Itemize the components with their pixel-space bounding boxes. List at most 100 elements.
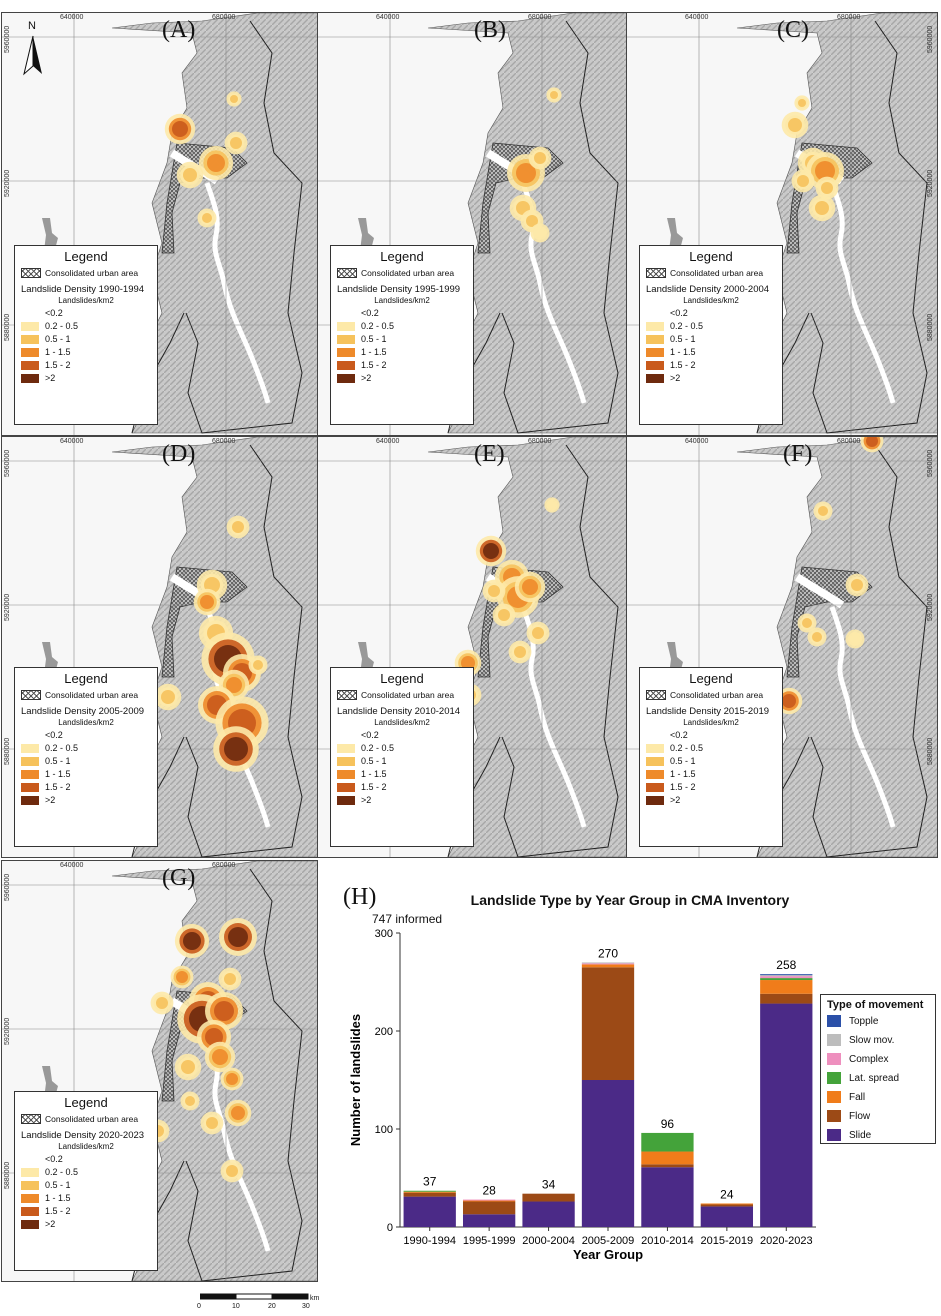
northing-label: 5960000 — [4, 449, 11, 477]
density-class-row: <0.2 — [337, 730, 473, 740]
density-hotspot — [461, 656, 475, 670]
density-swatch — [21, 1154, 39, 1164]
easting-label: 640000 — [60, 862, 84, 869]
bar-segment-fall — [403, 1191, 456, 1193]
northing-label: 5960000 — [4, 25, 11, 53]
density-hotspot — [798, 99, 806, 107]
easting-label: 680000 — [837, 14, 861, 21]
y-tick-label: 200 — [375, 1026, 393, 1038]
density-class-label: 0.2 - 0.5 — [670, 743, 704, 753]
legend-title: Legend — [689, 671, 733, 686]
density-title: Landslide Density 2015-2019 — [646, 706, 770, 717]
bar-segment-flow — [403, 1192, 456, 1197]
bar-segment-slide — [403, 1196, 456, 1227]
density-class-label: <0.2 — [670, 308, 688, 318]
scale-bar: 0 10 20 30 km — [196, 1292, 326, 1316]
northing-label: 5880000 — [927, 313, 934, 341]
density-class-label: 1.5 - 2 — [361, 782, 387, 792]
density-class-row: 0.2 - 0.5 — [646, 743, 782, 753]
density-title: Landslide Density 1990-1994 — [21, 284, 145, 295]
density-class-label: 0.5 - 1 — [361, 756, 387, 766]
density-hotspot — [522, 579, 538, 595]
chart-legend-row: Fall — [827, 1091, 935, 1103]
density-swatch — [337, 321, 355, 331]
legend-swatch — [827, 1015, 841, 1027]
chart-legend-row: Complex — [827, 1053, 935, 1065]
density-hotspot — [483, 543, 499, 559]
map-legend: Legend Consolidated urban area Landslide D… — [14, 1091, 158, 1271]
northing-label: 5880000 — [4, 1161, 11, 1189]
legend-urban-row: Consolidated urban area — [337, 268, 473, 278]
density-swatch — [21, 769, 39, 779]
density-hotspot — [214, 1001, 234, 1021]
density-swatch — [21, 1167, 39, 1177]
density-class-row: >2 — [646, 373, 782, 383]
density-unit: Landslides/km2 — [683, 718, 739, 727]
stacked-bar-chart: 0 100 200 300 1990-1994 37 1995-1999 28 2000-200… — [348, 928, 816, 1262]
density-hotspot — [818, 506, 828, 516]
density-hotspot — [202, 213, 212, 223]
density-swatch — [21, 730, 39, 740]
density-class-label: <0.2 — [361, 730, 379, 740]
bar-segment-slow-mov- — [760, 975, 813, 977]
bar-segment-fall — [700, 1203, 754, 1205]
density-class-row: 0.2 - 0.5 — [21, 321, 157, 331]
legend-label: Slow mov. — [849, 1034, 895, 1046]
northing-label: 5920000 — [4, 1017, 11, 1045]
scale-tick-0: 0 — [197, 1303, 201, 1310]
density-swatch — [21, 743, 39, 753]
density-swatch — [21, 360, 39, 370]
map-panel: (A) 640000 680000 5960000 5920000 5880000 Lege… — [1, 12, 318, 436]
density-class-label: 1 - 1.5 — [45, 1193, 71, 1203]
density-swatch — [337, 308, 355, 318]
map-area — [318, 437, 628, 857]
easting-label: 640000 — [60, 14, 84, 21]
density-class-label: 1 - 1.5 — [45, 769, 71, 779]
density-class-row: 0.2 - 0.5 — [646, 321, 782, 331]
density-class-label: <0.2 — [670, 730, 688, 740]
legend-swatch — [827, 1053, 841, 1065]
easting-label: 640000 — [60, 438, 84, 445]
y-axis-title: Number of landslides — [348, 1014, 363, 1146]
density-class-label: 0.2 - 0.5 — [45, 1167, 79, 1177]
density-swatch — [646, 782, 664, 792]
northing-label: 5920000 — [927, 593, 934, 621]
density-hotspot — [782, 694, 796, 708]
density-class-row: <0.2 — [646, 308, 782, 318]
density-swatch — [21, 1206, 39, 1216]
bar-segment-slide — [700, 1206, 754, 1227]
legend-swatch — [827, 1110, 841, 1122]
density-title: Landslide Density 2000-2004 — [646, 284, 770, 295]
map-legend: Legend Consolidated urban area Landslide D… — [639, 667, 783, 847]
density-class-row: <0.2 — [646, 730, 782, 740]
urban-swatch — [21, 268, 41, 278]
density-swatch — [646, 730, 664, 740]
panel-label: (C) — [777, 17, 809, 43]
density-class-label: 1.5 - 2 — [45, 782, 71, 792]
density-class-label: 0.2 - 0.5 — [670, 321, 704, 331]
density-unit: Landslides/km2 — [58, 1142, 114, 1151]
density-swatch — [21, 1219, 39, 1229]
density-class-row: 1.5 - 2 — [337, 360, 473, 370]
bar-segment-slide — [462, 1214, 516, 1227]
bar-segment-slide — [522, 1201, 575, 1227]
density-title: Landslide Density 2005-2009 — [21, 706, 145, 717]
map-legend: Legend Consolidated urban area Landslide D… — [330, 667, 474, 847]
density-hotspot — [176, 971, 188, 983]
density-class-label: 0.5 - 1 — [45, 334, 71, 344]
density-unit: Landslides/km2 — [374, 296, 430, 305]
density-unit: Landslides/km2 — [58, 296, 114, 305]
easting-label: 640000 — [376, 438, 400, 445]
x-tick-label: 2010-2014 — [641, 1235, 694, 1247]
density-title: Landslide Density 1995-1999 — [337, 284, 461, 295]
density-swatch — [21, 782, 39, 792]
density-hotspot — [550, 91, 558, 99]
density-swatch — [21, 321, 39, 331]
density-hotspot — [207, 154, 225, 172]
bar-total-label: 24 — [720, 1187, 734, 1201]
density-hotspot — [200, 595, 214, 609]
density-class-row: 0.5 - 1 — [21, 756, 157, 766]
northing-label: 5920000 — [4, 593, 11, 621]
legend-urban-row: Consolidated urban area — [337, 690, 473, 700]
density-class-label: >2 — [361, 795, 372, 805]
